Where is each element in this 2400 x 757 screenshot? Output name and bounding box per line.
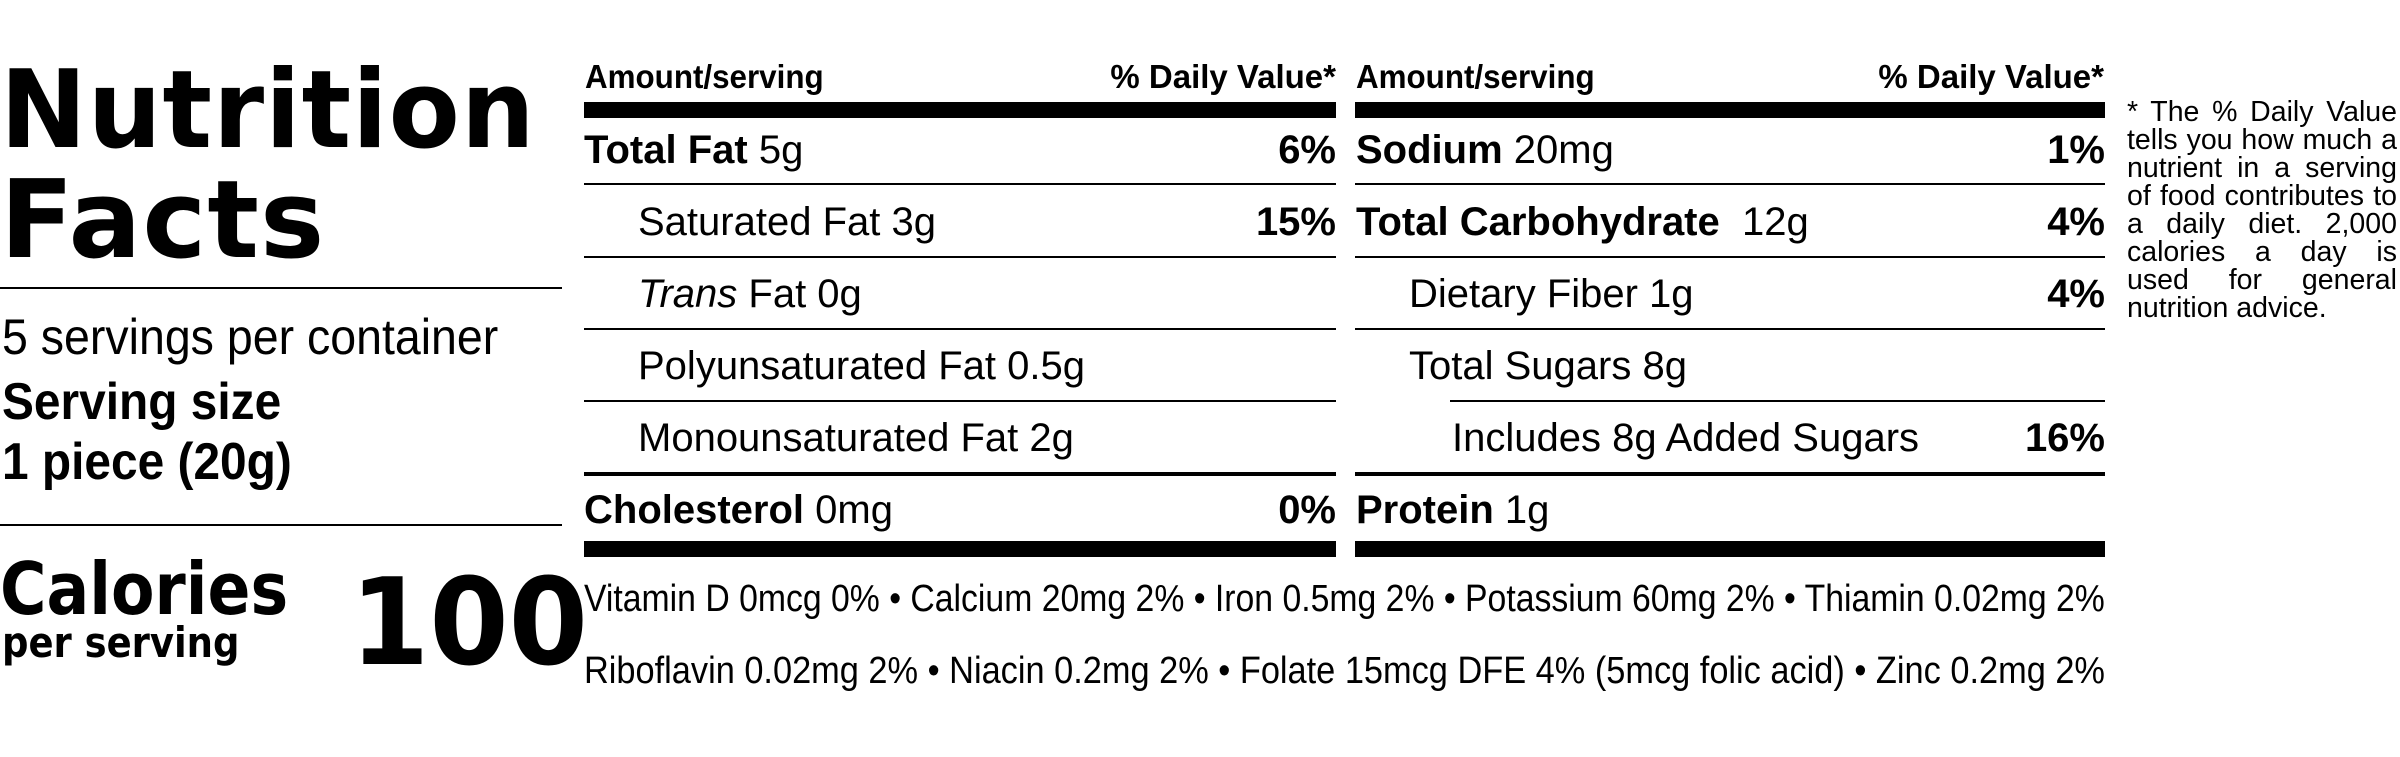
thick-rule-bottom-right	[1355, 541, 2105, 557]
row-cholesterol: Cholesterol 0mg 0%	[584, 474, 1336, 546]
nutrient-name: Dietary Fiber 1g	[1409, 271, 1694, 316]
nutrient-amount: 1g	[1493, 487, 1550, 532]
nutrient-amount: 20mg	[1502, 127, 1614, 172]
nutrient-amount: 0mg	[804, 487, 893, 532]
row-divider	[1355, 328, 2105, 330]
row-monounsaturated-fat: Monounsaturated Fat 2g	[638, 402, 1336, 474]
nutrient-amount: 5g	[747, 127, 804, 172]
vitamins-line-1: Vitamin D 0mcg 0% • Calcium 20mg 2% • Ir…	[584, 578, 2105, 620]
title-nutrition: Nutrition	[0, 48, 536, 173]
amount-serving-header-left: Amount/serving	[585, 58, 824, 95]
daily-value-footnote: * The % Daily Value tells you how much a…	[2127, 96, 2397, 324]
amount-serving-header-right: Amount/serving	[1356, 58, 1595, 95]
nutrient-name: Includes 8g Added Sugars	[1452, 415, 1920, 460]
serving-size-value: 1 piece (20g)	[2, 433, 292, 491]
daily-value-pct: 16%	[2024, 415, 2105, 460]
daily-value-pct: 1%	[2047, 127, 2105, 172]
row-divider	[584, 256, 1336, 258]
serving-size-label: Serving size	[2, 373, 282, 431]
row-divider	[1450, 400, 2105, 402]
daily-value-pct: 6%	[1278, 127, 1336, 172]
nutrient-amount: 12g	[1719, 199, 1809, 244]
nutrient-italic-label: Trans	[638, 271, 738, 316]
row-sodium: Sodium 20mg 1%	[1356, 114, 2105, 186]
nutrient-name: Polyunsaturated Fat 0.5g	[638, 343, 1085, 388]
row-trans-fat: Trans Fat 0g	[638, 258, 1336, 330]
daily-value-pct: 4%	[2047, 271, 2105, 316]
daily-value-header-left: % Daily Value*	[1110, 58, 1336, 95]
nutrient-name: Total Fat	[584, 127, 748, 172]
row-divider	[584, 400, 1336, 402]
nutrient-name: Total Carbohydrate	[1356, 199, 1720, 244]
row-divider	[1355, 183, 2105, 185]
row-total-carbohydrate: Total Carbohydrate 12g 4%	[1356, 186, 2105, 258]
daily-value-pct: 0%	[1278, 487, 1336, 532]
row-polyunsaturated-fat: Polyunsaturated Fat 0.5g	[638, 330, 1336, 402]
calories-label: Calories	[0, 547, 289, 631]
row-divider-heavy	[1355, 472, 2105, 476]
nutrient-name: Cholesterol	[584, 487, 805, 532]
nutrient-name: Monounsaturated Fat 2g	[638, 415, 1074, 460]
row-total-fat: Total Fat 5g 6%	[584, 114, 1336, 186]
title-facts: Facts	[0, 158, 326, 283]
row-saturated-fat: Saturated Fat 3g 15%	[638, 186, 1336, 258]
nutrient-name: Total Sugars 8g	[1409, 343, 1687, 388]
servings-per-container: 5 servings per container	[2, 309, 499, 365]
daily-value-pct: 15%	[1255, 199, 1336, 244]
daily-value-header-right: % Daily Value*	[1878, 58, 2104, 95]
daily-value-pct: 4%	[2047, 199, 2105, 244]
row-dietary-fiber: Dietary Fiber 1g 4%	[1409, 258, 2105, 330]
row-divider	[584, 183, 1336, 185]
thick-rule-left	[584, 102, 1336, 118]
divider-thin-left-2	[0, 524, 562, 526]
thick-rule-bottom-left	[584, 541, 1336, 557]
nutrient-name: Protein	[1356, 487, 1494, 532]
row-total-sugars: Total Sugars 8g	[1409, 330, 2105, 402]
nutrient-name: Saturated Fat 3g	[638, 199, 936, 244]
vitamins-line-2: Riboflavin 0.02mg 2% • Niacin 0.2mg 2% •…	[584, 650, 2105, 692]
nutrient-amount: Fat 0g	[737, 271, 862, 316]
row-divider-heavy	[584, 472, 1336, 476]
thick-rule-right	[1355, 102, 2105, 118]
calories-value: 100	[350, 554, 588, 693]
calories-sublabel: per serving	[2, 618, 240, 667]
row-protein: Protein 1g	[1356, 474, 2105, 546]
divider-thin-left-1	[0, 287, 562, 289]
nutrient-name: Sodium	[1356, 127, 1503, 172]
row-divider	[584, 328, 1336, 330]
row-added-sugars: Includes 8g Added Sugars 16%	[1452, 402, 2105, 474]
row-divider	[1355, 256, 2105, 258]
